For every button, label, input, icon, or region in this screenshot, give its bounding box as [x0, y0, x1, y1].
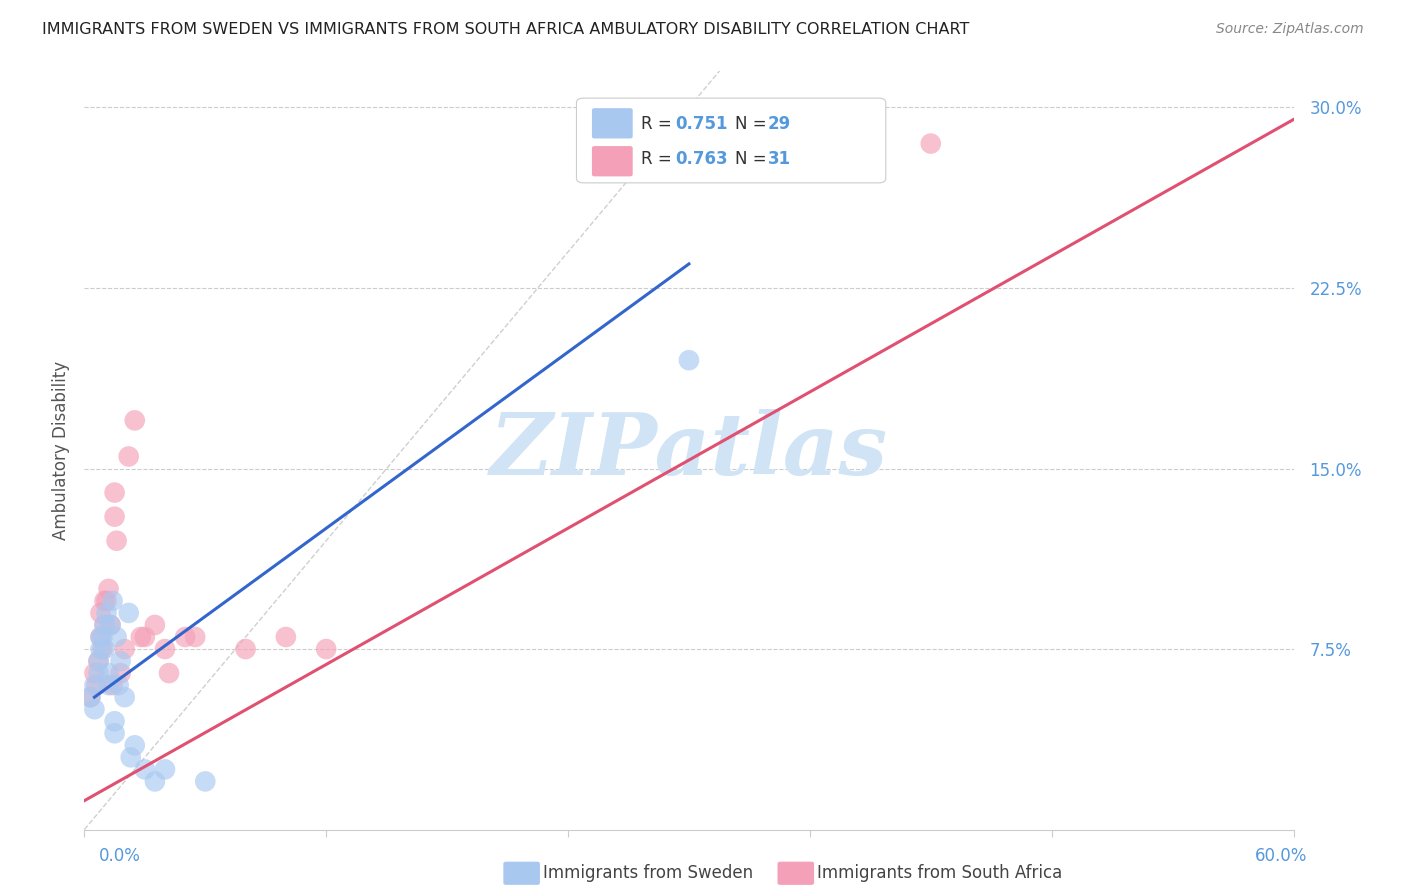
- Text: ZIPatlas: ZIPatlas: [489, 409, 889, 492]
- Point: [89, 642, 111, 657]
- Point: [86, 678, 108, 692]
- Point: [87, 666, 110, 681]
- Text: IMMIGRANTS FROM SWEDEN VS IMMIGRANTS FROM SOUTH AFRICA AMBULATORY DISABILITY COR: IMMIGRANTS FROM SWEDEN VS IMMIGRANTS FRO…: [42, 22, 970, 37]
- Point: [124, 739, 146, 753]
- Point: [134, 763, 156, 777]
- Point: [118, 450, 141, 464]
- Point: [93, 642, 115, 657]
- Point: [93, 618, 115, 632]
- Text: N =: N =: [735, 115, 772, 133]
- Text: 0.763: 0.763: [675, 151, 727, 169]
- Point: [104, 509, 127, 524]
- Point: [110, 654, 132, 668]
- Point: [97, 582, 120, 596]
- Point: [110, 666, 132, 681]
- Point: [91, 630, 114, 644]
- Point: [104, 485, 127, 500]
- Point: [174, 630, 197, 644]
- Point: [104, 714, 127, 729]
- Point: [83, 666, 105, 681]
- Point: [79, 690, 101, 705]
- Point: [105, 630, 128, 644]
- Point: [89, 630, 111, 644]
- Text: 31: 31: [768, 151, 790, 169]
- Y-axis label: Ambulatory Disability: Ambulatory Disability: [52, 361, 70, 540]
- Point: [96, 594, 118, 608]
- Point: [101, 678, 124, 692]
- Point: [143, 618, 166, 632]
- Point: [274, 630, 297, 644]
- Point: [920, 136, 942, 151]
- Point: [107, 678, 129, 692]
- Text: N =: N =: [735, 151, 772, 169]
- Point: [157, 666, 180, 681]
- Point: [124, 413, 146, 427]
- Point: [93, 618, 115, 632]
- Point: [97, 678, 120, 692]
- Point: [194, 774, 217, 789]
- Point: [235, 642, 257, 657]
- Point: [83, 678, 105, 692]
- Point: [120, 750, 142, 764]
- Point: [79, 690, 101, 705]
- Point: [153, 763, 176, 777]
- Point: [101, 594, 124, 608]
- Text: Immigrants from South Africa: Immigrants from South Africa: [817, 864, 1062, 882]
- Point: [83, 702, 105, 716]
- Point: [134, 630, 156, 644]
- Point: [105, 533, 128, 548]
- Text: R =: R =: [641, 115, 678, 133]
- Point: [87, 654, 110, 668]
- Point: [143, 774, 166, 789]
- Point: [93, 594, 115, 608]
- Text: Source: ZipAtlas.com: Source: ZipAtlas.com: [1216, 22, 1364, 37]
- Text: 0.751: 0.751: [675, 115, 727, 133]
- Point: [118, 606, 141, 620]
- Point: [100, 618, 122, 632]
- Point: [87, 654, 110, 668]
- Point: [315, 642, 337, 657]
- Point: [129, 630, 152, 644]
- Text: 0.0%: 0.0%: [98, 847, 141, 865]
- Point: [104, 726, 127, 740]
- Text: 29: 29: [768, 115, 792, 133]
- Point: [89, 606, 111, 620]
- Point: [114, 642, 136, 657]
- Point: [96, 606, 118, 620]
- Point: [100, 618, 122, 632]
- Point: [114, 690, 136, 705]
- Point: [678, 353, 700, 368]
- Point: [89, 630, 111, 644]
- Point: [97, 666, 120, 681]
- Point: [91, 642, 114, 657]
- Text: Immigrants from Sweden: Immigrants from Sweden: [543, 864, 752, 882]
- Point: [153, 642, 176, 657]
- Point: [184, 630, 207, 644]
- Text: R =: R =: [641, 151, 678, 169]
- Text: 60.0%: 60.0%: [1256, 847, 1308, 865]
